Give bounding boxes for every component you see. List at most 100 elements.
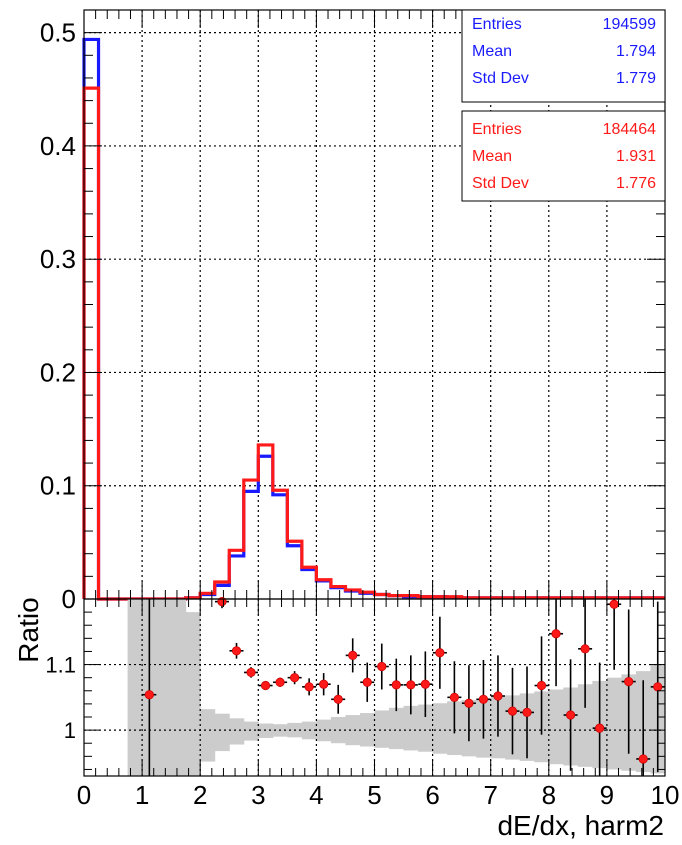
stats-blue-value: 1.779 [616,70,656,87]
ratio-grid [84,599,665,776]
stats-blue-value: 194599 [603,16,656,33]
stats-blue-label: Mean [472,43,512,60]
ratio-y-tick-labels: 11.1 [45,653,76,744]
ratio-point [536,680,547,691]
stats-red-label: Entries [472,121,522,138]
band-segment [548,689,564,765]
ratio-point [580,644,590,654]
y-tick-label: 0.4 [40,131,76,161]
x-tick-label: 8 [542,780,556,810]
ratio-point [377,661,387,672]
ratio-y-tick-label: 1 [64,718,76,743]
x-tick-label: 4 [309,780,323,810]
band-segment [171,599,187,776]
ratio-ticks [83,598,666,776]
band-segment [127,599,143,776]
band-segment [229,718,245,745]
band-segment [345,715,361,746]
x-axis-title: dE/dx, harm2 [497,810,664,841]
band-segment [374,710,390,748]
y-tick-label: 0.5 [40,18,76,48]
ratio-point [348,650,358,660]
ratio-point [609,599,619,609]
stats-red-value: 184464 [603,121,656,138]
histogram-grid [84,10,665,599]
y-tick-label: 0 [62,584,76,614]
ratio-point [304,682,314,692]
histogram-series [82,37,665,601]
ratio-point [144,690,154,700]
ratio-x-tick-labels: 0 1 2 3 4 5 6 7 8 9 10 [77,780,680,810]
ratio-point [522,707,532,718]
stats-box-blue-frame [461,9,666,103]
histogram-red-line [82,86,665,601]
y-tick-label: 0.3 [40,244,76,274]
ratio-point [231,646,242,656]
band-segment [403,705,419,751]
band-segment [418,704,434,752]
ratio-points [142,597,665,776]
band-segment [389,707,405,750]
x-tick-label: 7 [483,780,497,810]
ratio-point [333,694,343,704]
x-tick-label: 9 [600,780,614,810]
ratio-point [595,723,605,733]
ratio-point [319,679,329,689]
ratio-point [362,677,372,687]
band-segment [330,717,346,744]
band-segment [316,719,332,742]
histogram-ticks [83,10,666,600]
ratio-point [493,691,503,701]
band-segment [577,684,593,767]
histogram-y-tick-labels: 0 0.1 0.2 0.3 0.4 0.5 [40,18,76,614]
ratio-point [551,629,561,639]
x-tick-label: 1 [135,780,149,810]
band-segment [214,713,230,752]
stats-box-blue: Entries 194599 Mean 1.794 Std Dev 1.779 [461,9,666,103]
ratio-y-axis-title: Ratio [13,597,44,662]
band-segment [185,612,201,776]
ratio-point [260,680,271,691]
stats-box-red-frame [461,110,666,202]
ratio-point [391,680,401,690]
ratio-y-tick-label: 1.1 [45,653,76,678]
y-tick-label: 0.2 [40,357,76,387]
stats-blue-label: Std Dev [472,70,529,87]
ratio-point [246,667,256,678]
ratio-point [464,698,474,708]
x-tick-label: 3 [251,780,265,810]
ratio-point [507,706,518,716]
ratio-point [624,676,634,687]
band-segment [243,721,259,741]
stats-box-red: Entries 184464 Mean 1.931 Std Dev 1.776 [461,110,666,202]
x-tick-label: 6 [425,780,439,810]
x-tick-label: 0 [77,780,91,810]
stats-red-value: 1.776 [616,175,656,192]
ratio-point [420,679,430,689]
stats-red-label: Std Dev [472,175,529,192]
x-tick-label: 5 [367,780,381,810]
band-segment [432,703,448,754]
band-segment [359,713,375,747]
band-segment [156,599,172,776]
y-tick-label: 0.1 [40,471,76,501]
stats-blue-value: 1.794 [616,43,656,60]
band-segment [258,723,274,738]
ratio-point [638,754,648,764]
stats-blue-label: Entries [472,16,522,33]
stats-red-value: 1.931 [616,148,656,165]
ratio-point [275,677,285,687]
ratio-point [290,673,300,683]
ratio-point [565,710,576,720]
band-segment [200,709,216,762]
ratio-point [653,682,663,692]
ratio-point [449,692,459,702]
ratio-point [406,680,416,690]
x-tick-label: 2 [193,780,207,810]
ratio-point [435,648,445,658]
band-segment [606,677,622,770]
stats-red-label: Mean [472,148,512,165]
ratio-panel: 11.1 0 1 2 3 4 5 6 7 8 9 10 [45,597,679,810]
ratio-point [478,694,489,704]
